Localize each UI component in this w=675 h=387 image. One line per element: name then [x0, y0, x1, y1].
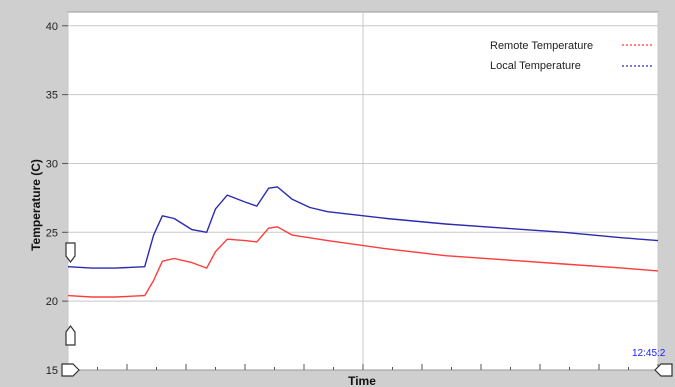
y-tick-label: 40 [46, 21, 58, 33]
series-lines [67, 186, 659, 298]
y-max-handle[interactable] [65, 242, 76, 263]
legend: Remote Temperature Local Temperature [490, 40, 654, 72]
time-readout: 12:45:2 [632, 348, 666, 359]
series-line-remote [67, 226, 659, 298]
x-axis-title: Time [348, 374, 376, 387]
y-min-handle[interactable] [65, 325, 76, 346]
y-axis-ticks: 15 20 25 30 35 40 [46, 21, 68, 377]
y-tick-label: 30 [46, 158, 58, 170]
y-tick-label: 35 [46, 90, 58, 102]
series-line-local [67, 186, 659, 269]
y-tick-label: 25 [46, 227, 58, 239]
y-axis-title: Temperature (C) [29, 159, 43, 251]
x-start-handle[interactable] [61, 363, 80, 377]
y-tick-label: 20 [46, 296, 58, 308]
y-tick-label: 15 [46, 365, 58, 377]
x-end-handle[interactable] [654, 363, 673, 377]
legend-label-local: Local Temperature [490, 60, 581, 72]
legend-label-remote: Remote Temperature [490, 40, 593, 52]
